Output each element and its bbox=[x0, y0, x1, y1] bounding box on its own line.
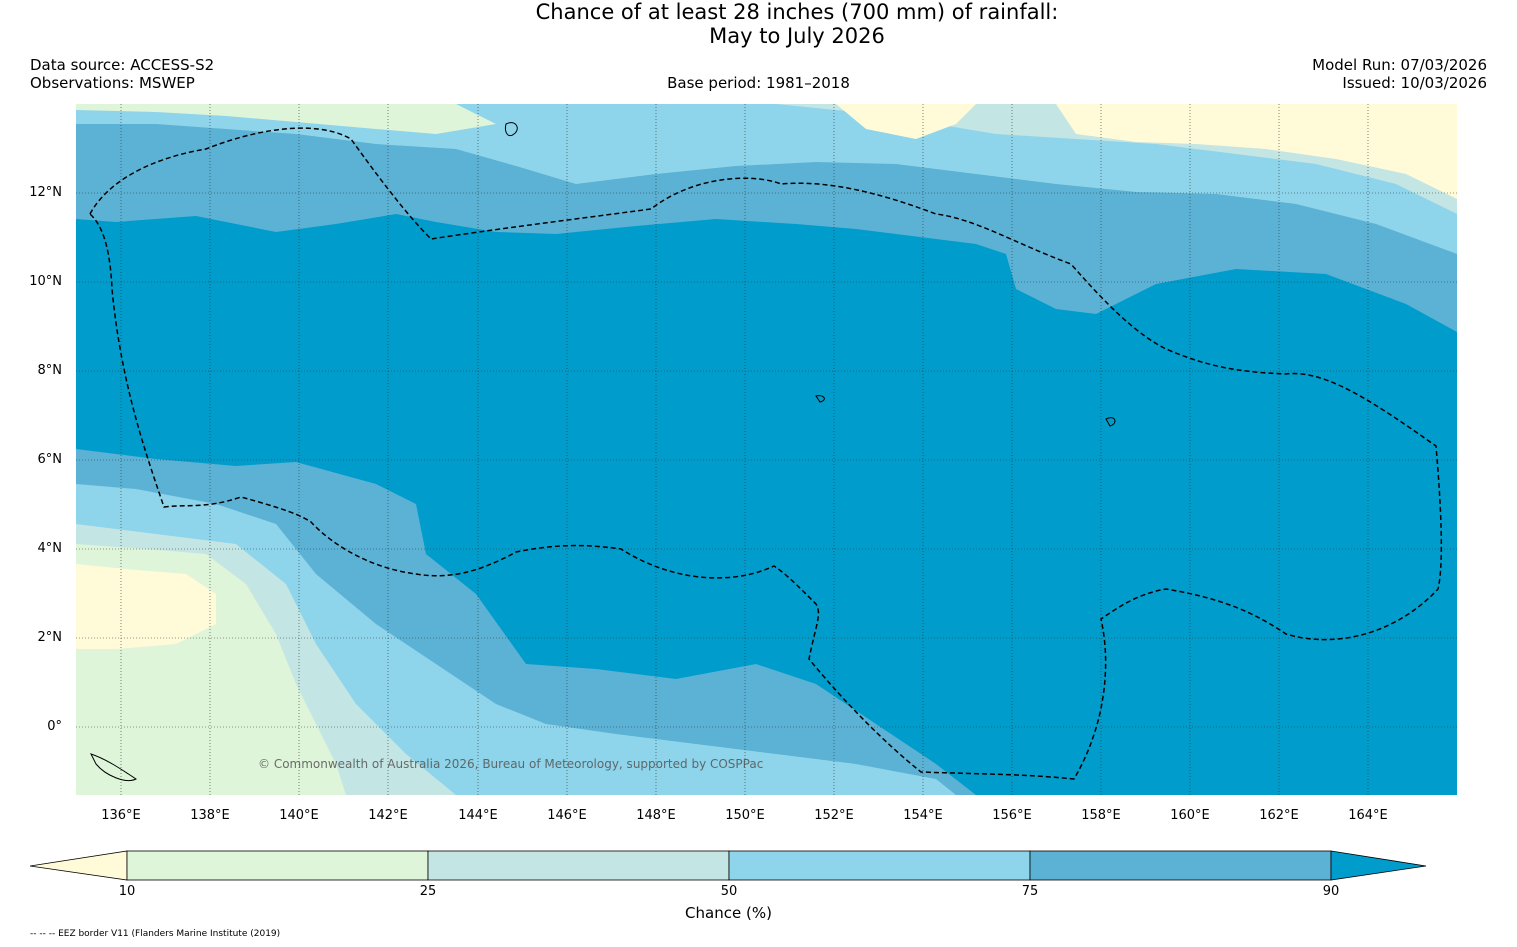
lon-label-150e: 150°E bbox=[725, 808, 765, 823]
title-line-2: May to July 2026 bbox=[709, 24, 885, 48]
lat-label-0: 0° bbox=[47, 719, 62, 734]
data-source-info: Data source: ACCESS-S2 Observations: MSW… bbox=[30, 56, 214, 92]
lon-label-142e: 142°E bbox=[368, 808, 408, 823]
lat-label-8n: 8°N bbox=[37, 363, 63, 378]
lat-label-4n: 4°N bbox=[37, 541, 63, 556]
issued-text: Issued: 10/03/2026 bbox=[1342, 74, 1487, 92]
base-period-text: Base period: 1981–2018 bbox=[667, 74, 850, 92]
band-10-25 bbox=[76, 104, 496, 134]
lat-label-10n: 10°N bbox=[29, 274, 62, 289]
colorbar-title: Chance (%) bbox=[685, 904, 772, 922]
colorbar-segment-below-10 bbox=[29, 850, 128, 881]
lon-label-164e: 164°E bbox=[1348, 808, 1388, 823]
graticule bbox=[76, 104, 1457, 795]
lon-label-154e: 154°E bbox=[903, 808, 943, 823]
tick-10: 10 bbox=[118, 884, 136, 899]
lat-label-6n: 6°N bbox=[37, 452, 63, 467]
island-outlines bbox=[90, 122, 1116, 781]
model-run-text: Model Run: 07/03/2026 bbox=[1312, 56, 1487, 74]
lon-label-160e: 160°E bbox=[1170, 808, 1210, 823]
copyright-text: © Commonwealth of Australia 2026, Bureau… bbox=[258, 757, 764, 771]
band-below-10-north bbox=[836, 104, 976, 139]
model-run-info: Model Run: 07/03/2026 Issued: 10/03/2026 bbox=[1312, 56, 1487, 92]
rainfall-map[interactable]: © Commonwealth of Australia 2026, Bureau… bbox=[76, 104, 1457, 795]
tick-50: 50 bbox=[720, 884, 738, 899]
data-source-text: Data source: ACCESS-S2 bbox=[30, 56, 215, 74]
lon-label-136e: 136°E bbox=[101, 808, 141, 823]
lon-label-162e: 162°E bbox=[1259, 808, 1299, 823]
colorbar-segment-above-90 bbox=[1330, 850, 1427, 881]
band-below-10-south bbox=[76, 564, 216, 649]
lon-label-146e: 146°E bbox=[547, 808, 587, 823]
colorbar-segment-10-25 bbox=[126, 850, 429, 881]
lon-label-152e: 152°E bbox=[814, 808, 854, 823]
lon-label-140e: 140°E bbox=[279, 808, 319, 823]
footnote: -- -- -- EEZ border V11 (Flanders Marine… bbox=[30, 929, 281, 939]
lon-label-138e: 138°E bbox=[190, 808, 230, 823]
lon-label-156e: 156°E bbox=[992, 808, 1032, 823]
chart-title: Chance of at least 28 inches (700 mm) of… bbox=[0, 0, 1517, 48]
lon-label-144e: 144°E bbox=[458, 808, 498, 823]
lon-label-148e: 148°E bbox=[636, 808, 676, 823]
tick-75: 75 bbox=[1021, 884, 1039, 899]
band-50-75 bbox=[76, 104, 1457, 254]
colorbar-segment-75-90 bbox=[1029, 850, 1332, 881]
title-line-1: Chance of at least 28 inches (700 mm) of… bbox=[535, 0, 1059, 24]
tick-25: 25 bbox=[419, 884, 437, 899]
lat-label-12n: 12°N bbox=[29, 185, 62, 200]
tick-90: 90 bbox=[1322, 884, 1340, 899]
colorbar-svg bbox=[29, 850, 1427, 881]
colorbar bbox=[29, 850, 1430, 888]
lon-label-158e: 158°E bbox=[1081, 808, 1121, 823]
map-canvas bbox=[76, 104, 1457, 795]
colorbar-segment-50-75 bbox=[728, 850, 1031, 881]
eez-border bbox=[89, 127, 1443, 780]
lat-label-2n: 2°N bbox=[37, 630, 63, 645]
band-below-10 bbox=[1056, 104, 1457, 199]
colorbar-segment-25-50 bbox=[427, 850, 730, 881]
observations-text: Observations: MSWEP bbox=[30, 74, 195, 92]
